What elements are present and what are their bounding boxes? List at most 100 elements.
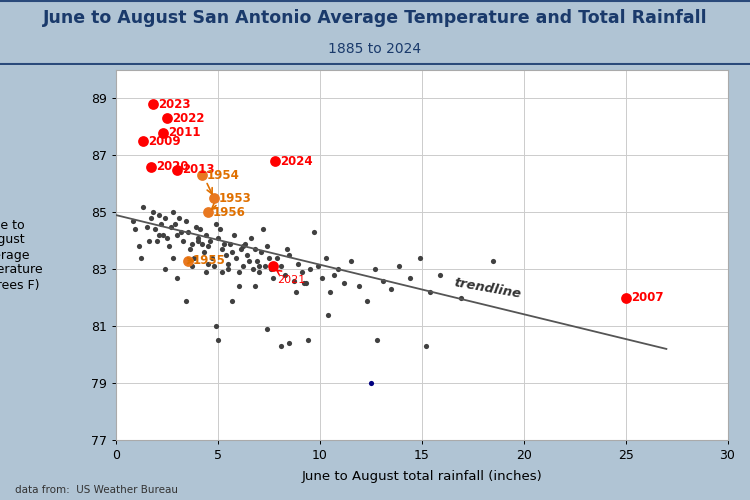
Point [167,208,179,216]
Point [212,234,224,242]
Point [316,274,328,282]
Point [287,276,299,284]
Point [332,265,344,273]
Point [190,222,202,230]
Point [352,282,364,290]
Point [434,271,446,279]
Point [284,339,296,347]
Point [241,251,253,259]
Point [269,157,281,165]
Point [208,194,220,202]
Point [153,231,165,239]
Point [414,254,426,262]
Point [176,228,188,236]
Point [244,234,256,242]
Point [196,172,208,179]
Point [226,248,238,256]
Point [404,274,416,282]
Point [147,100,159,108]
Point [300,280,312,287]
Point [259,262,271,270]
Point [232,268,244,276]
Text: trendline: trendline [452,276,522,300]
Point [263,254,275,262]
Point [136,137,148,145]
Point [206,254,218,262]
Point [251,256,262,264]
Point [222,265,234,273]
Point [304,265,316,273]
Point [298,280,310,287]
Point [328,271,340,279]
Point [196,240,208,248]
Point [186,262,198,270]
Point [128,226,140,234]
Point [226,296,238,304]
Point [229,231,241,239]
Point [167,254,179,262]
Point [386,285,398,293]
Point [200,231,212,239]
Text: 1956: 1956 [213,206,246,219]
Point [155,220,167,228]
Point [253,268,265,276]
Text: 1953: 1953 [219,192,252,204]
Point [173,214,185,222]
Point [171,166,183,173]
Point [216,246,228,254]
Point [202,242,214,250]
Text: 2020: 2020 [156,160,188,173]
Point [238,240,250,248]
Point [255,248,267,256]
Text: June to August San Antonio Average Temperature and Total Rainfall: June to August San Antonio Average Tempe… [43,9,707,27]
Point [230,254,242,262]
Point [147,208,159,216]
Point [247,265,259,273]
Point [161,234,173,242]
Point [454,294,466,302]
Point [377,276,389,284]
Point [182,228,194,236]
Point [488,256,500,264]
Point [202,208,214,216]
Text: 2023: 2023 [158,98,190,110]
Text: 2009: 2009 [148,134,181,147]
Point [214,226,226,234]
Point [275,342,287,350]
Point [344,256,356,264]
Point [249,282,261,290]
Point [222,260,234,268]
Text: 2024: 2024 [280,154,313,168]
Point [296,268,307,276]
Point [133,242,145,250]
Point [257,226,269,234]
Point [235,246,247,254]
Text: 1954: 1954 [207,169,240,182]
Point [216,268,228,276]
Point [141,222,153,230]
Point [324,288,336,296]
Point [243,256,255,264]
Point [198,248,210,256]
Point [165,222,177,230]
Point [164,242,176,250]
Point [338,280,350,287]
Point [292,260,304,268]
Point [157,231,169,239]
Point [149,226,161,234]
Point [232,282,244,290]
Point [261,325,273,333]
Point [178,237,190,245]
Point [236,242,248,250]
Text: 1885 to 2024: 1885 to 2024 [328,42,422,56]
Point [127,217,139,225]
Point [249,246,261,254]
Point [192,237,204,245]
Point [161,114,173,122]
Point [420,342,432,350]
Point [202,260,214,268]
Point [186,240,198,248]
Point [265,265,277,273]
Text: 2022: 2022 [172,112,205,125]
Point [212,336,224,344]
